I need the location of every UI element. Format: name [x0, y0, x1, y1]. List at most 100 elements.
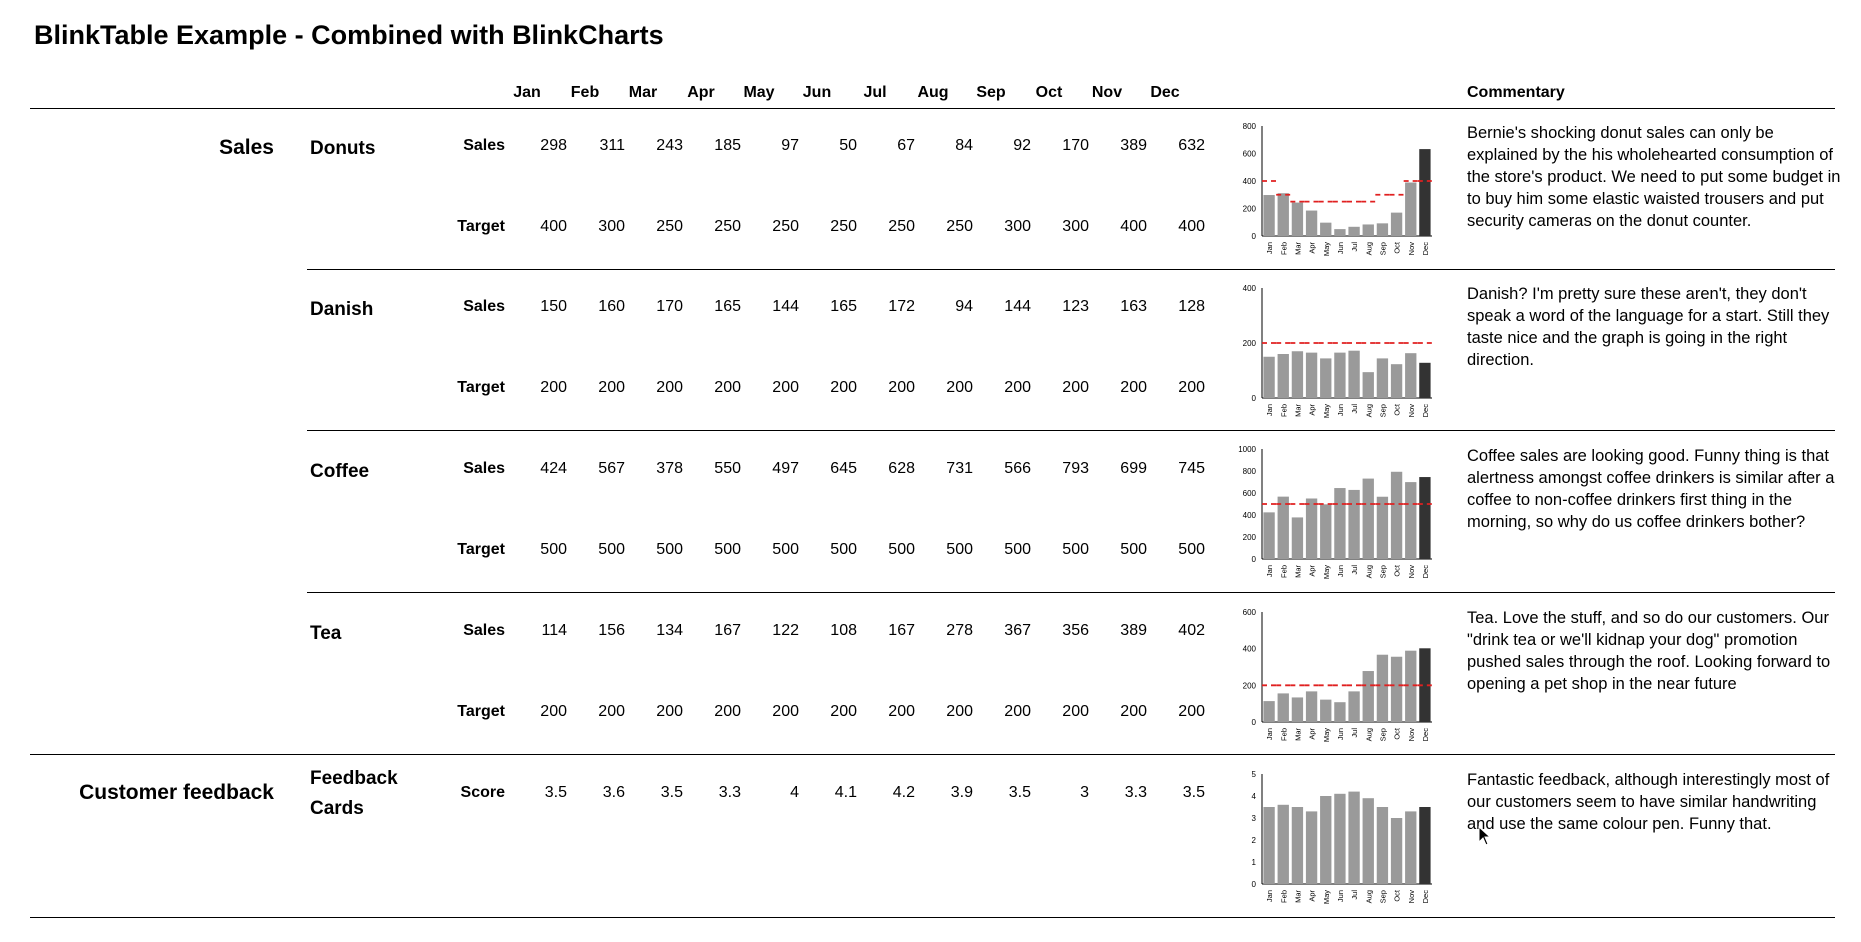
table-cell: 200	[656, 379, 683, 396]
chart-bar	[1390, 656, 1403, 722]
coffee-chart: 0 200 400 600 800 1000 Jan Feb Mar Apr May Jun Jul Au…	[1238, 445, 1432, 579]
table-cell: 389	[1120, 622, 1147, 639]
x-tick-label: Feb	[1279, 890, 1288, 903]
table-cell: 378	[656, 460, 683, 477]
x-tick-label: Dec	[1421, 242, 1430, 256]
table-cell: 550	[714, 460, 741, 477]
x-tick-label: Jun	[1336, 728, 1345, 740]
table-cell: 144	[772, 298, 799, 315]
chart-bar	[1291, 202, 1304, 236]
y-tick-label: 4	[1252, 792, 1257, 801]
x-tick-label: Jul	[1350, 565, 1359, 575]
x-tick-label: Mar	[1293, 404, 1302, 417]
chart-bar	[1320, 504, 1332, 559]
table-cell: 200	[946, 379, 973, 396]
table-cell: 424	[540, 460, 567, 477]
x-tick-label: Jun	[1336, 890, 1345, 902]
x-tick-label: Aug	[1364, 404, 1373, 417]
table-cell: 200	[888, 703, 915, 720]
table-cell: 4.2	[892, 784, 915, 801]
chart-bar	[1263, 356, 1275, 398]
row-label: Target	[457, 703, 505, 720]
table-cell: 250	[830, 218, 857, 235]
row-label: Sales	[463, 460, 505, 477]
y-tick-label: 200	[1243, 339, 1257, 348]
table-cell: 632	[1178, 137, 1205, 154]
table-cell: 278	[946, 622, 973, 639]
x-tick-label: Aug	[1364, 242, 1373, 255]
x-tick-label: Apr	[1308, 564, 1317, 576]
table-cell: 500	[714, 541, 741, 558]
table-cell: 298	[540, 137, 567, 154]
chart-bar	[1334, 229, 1346, 236]
chart-bar	[1376, 223, 1389, 236]
x-tick-label: Dec	[1421, 404, 1430, 418]
table-cell: 200	[1178, 703, 1205, 720]
x-tick-label: Nov	[1407, 242, 1416, 256]
product-name-tea: Tea	[310, 623, 342, 644]
section-label-customer-feedback: Customer feedback	[79, 781, 274, 804]
x-tick-label: Sep	[1378, 404, 1387, 417]
table-cell: 3.3	[1124, 784, 1147, 801]
table-cell: 170	[656, 298, 683, 315]
chart-bar	[1405, 811, 1417, 884]
table-cell: 165	[830, 298, 857, 315]
table-cell: 500	[888, 541, 915, 558]
chart-bar	[1348, 226, 1360, 236]
x-tick-label: Aug	[1364, 565, 1373, 578]
x-tick-label: Oct	[1393, 564, 1402, 577]
chart-bar	[1405, 650, 1417, 722]
product-name-feedback-line2: Cards	[310, 798, 364, 819]
x-tick-label: Mar	[1293, 242, 1302, 255]
commentary-header: Commentary	[1467, 84, 1565, 101]
chart-bar	[1334, 702, 1346, 722]
chart-bar	[1277, 354, 1289, 398]
chart-bar	[1376, 358, 1389, 398]
y-tick-label: 200	[1243, 205, 1257, 214]
x-tick-label: Dec	[1421, 728, 1430, 742]
month-header: Aug	[917, 84, 949, 101]
x-tick-label: Nov	[1407, 890, 1416, 904]
month-header: Jan	[513, 84, 541, 101]
table-cell: 400	[1120, 218, 1147, 235]
commentary-donuts: Bernie's shocking donut sales can only b…	[1467, 124, 1841, 230]
month-header: Oct	[1035, 84, 1063, 101]
chart-bar	[1348, 691, 1360, 722]
table-cell: 400	[540, 218, 567, 235]
chart-bar	[1419, 477, 1431, 559]
chart-bar	[1390, 471, 1403, 559]
chart-bar	[1405, 482, 1417, 559]
x-tick-label: Jul	[1350, 242, 1359, 252]
y-tick-label: 5	[1252, 770, 1257, 779]
table-cell: 150	[540, 298, 567, 315]
table-cell: 300	[1004, 218, 1031, 235]
page-title: BlinkTable Example - Combined with Blink…	[34, 20, 664, 50]
y-tick-label: 0	[1252, 718, 1257, 727]
chart-bar	[1334, 352, 1346, 398]
chart-bar	[1362, 372, 1374, 398]
row-label: Score	[460, 784, 505, 801]
chart-bar	[1405, 353, 1417, 398]
table-cell: 97	[781, 137, 799, 154]
chart-bar	[1419, 807, 1431, 884]
chart-bar	[1348, 791, 1360, 884]
chart-bar	[1320, 796, 1332, 884]
row-separator	[307, 592, 1835, 593]
month-header: Jun	[802, 84, 832, 101]
y-tick-label: 600	[1243, 608, 1257, 617]
y-tick-label: 0	[1252, 232, 1257, 241]
x-tick-label: Oct	[1393, 241, 1402, 254]
chart-bar	[1263, 512, 1275, 559]
commentary-danish: Danish? I'm pretty sure these aren't, th…	[1467, 285, 1830, 369]
chart-bar	[1362, 224, 1374, 236]
table-cell: 731	[946, 460, 973, 477]
donuts-chart: 0 200 400 600 800 Jan Feb Mar Apr May Jun Jul Aug Sep…	[1243, 122, 1432, 256]
table-cell: 200	[1062, 703, 1089, 720]
table-cell: 200	[772, 703, 799, 720]
table-cell: 4.1	[834, 784, 857, 801]
section-separator	[30, 754, 1835, 755]
chart-bar	[1263, 701, 1275, 722]
chart-bar	[1419, 648, 1431, 722]
row-label: Target	[457, 541, 505, 558]
chart-bar	[1277, 496, 1289, 559]
